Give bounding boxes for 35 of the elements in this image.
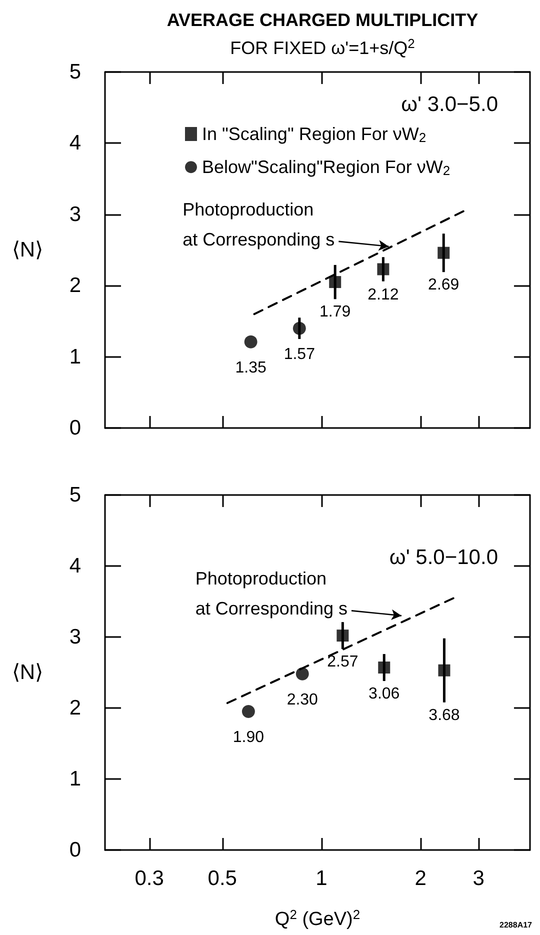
y-axis-title: ⟨N⟩ — [12, 661, 43, 684]
annotation: 2.12 — [368, 286, 399, 304]
annotation: 1.35 — [235, 359, 266, 376]
annotation: 2.30 — [286, 691, 318, 708]
y-axis-title: ⟨N⟩ — [12, 238, 43, 262]
y-tick-label: 3 — [69, 202, 81, 226]
x-tick-label: 2 — [414, 867, 426, 890]
annotation: 2.69 — [428, 276, 460, 294]
y-tick-label: 0 — [69, 838, 81, 862]
annotation: 3.06 — [368, 686, 400, 703]
annotation: 1.79 — [320, 304, 351, 321]
y-tick-label: 1 — [69, 345, 81, 368]
y-tick-label: 3 — [69, 626, 81, 648]
y-tick-label: 5 — [69, 60, 81, 84]
annotation: ω' 3.0−5.0 — [401, 93, 498, 116]
annotation: 1.90 — [232, 729, 264, 746]
y-tick-label: 1 — [69, 768, 81, 790]
y-tick-label: 4 — [69, 554, 82, 578]
text: 2288A17 — [500, 920, 533, 930]
y-tick-label: 0 — [69, 416, 81, 440]
y-tick-label: 2 — [69, 696, 81, 720]
annotation: Photoproduction at Corresponding s — [195, 568, 348, 619]
annotation: ω' 5.0−10.0 — [389, 546, 498, 569]
y-tick-label: 2 — [69, 274, 81, 298]
annotation: 2.57 — [327, 654, 358, 671]
y-tick-label: 5 — [69, 484, 81, 506]
x-tick-label: 1 — [316, 867, 328, 890]
x-tick-label: 0.3 — [134, 867, 164, 890]
annotation: 1.57 — [284, 346, 316, 363]
chart-title: AVERAGE CHARGED MULTIPLICITY — [166, 10, 478, 30]
y-tick-label: 4 — [69, 132, 82, 155]
annotation: 3.68 — [428, 706, 460, 724]
x-tick-label: 0.5 — [208, 867, 237, 890]
annotation: Photoproduction at Corresponding s — [182, 199, 335, 250]
x-tick-label: 3 — [472, 867, 484, 890]
